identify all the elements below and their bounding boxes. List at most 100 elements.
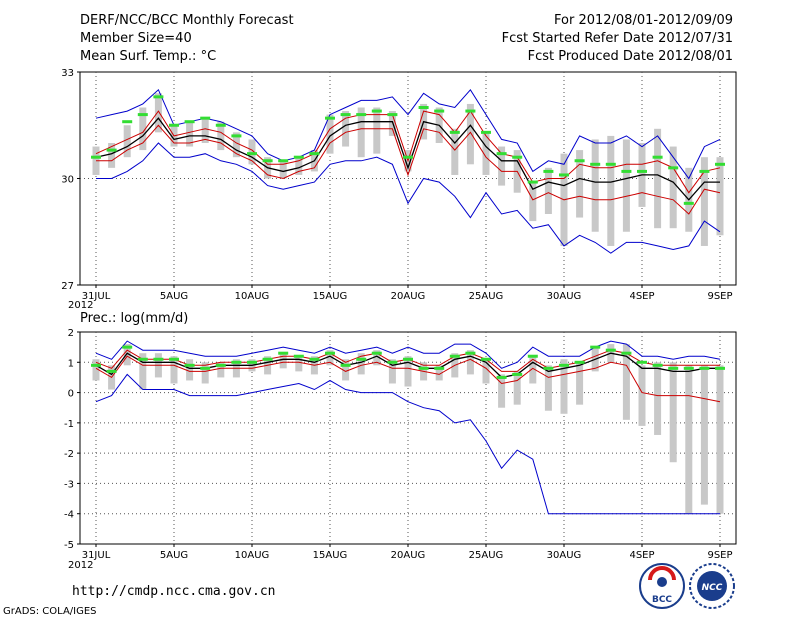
- grads-credit: GrADS: COLA/IGES: [3, 606, 97, 617]
- median-mark-day-7: [200, 116, 211, 120]
- spread-box-day-36: [654, 128, 662, 229]
- median-mark-day-23: [449, 354, 460, 358]
- median-mark-day-20: [403, 357, 413, 361]
- median-mark-day-25: [481, 357, 491, 361]
- spread-box-day-8: [217, 121, 225, 151]
- precipitation-year-label: 2012: [68, 560, 93, 571]
- median-mark-day-36: [652, 363, 663, 367]
- spread-box-day-6: [186, 121, 194, 147]
- median-mark-day-21: [418, 106, 429, 109]
- median-mark-day-30: [559, 173, 569, 177]
- header-left: DERF/NCC/BCC Monthly Forecast Member Siz…: [80, 13, 294, 64]
- y-tick-label-27: 27: [61, 281, 74, 292]
- median-mark-day-27: [512, 155, 523, 159]
- precipitation-y-ticks: -5 -4 -3 -2 -1 0 1 2: [64, 328, 80, 551]
- median-mark-day-1: [106, 148, 117, 152]
- median-mark-day-18: [371, 109, 382, 113]
- spread-box-day-39: [700, 365, 708, 505]
- y-tick-label--1: -1: [64, 419, 74, 430]
- x-tick-label-30AUG: 30AUG: [547, 550, 582, 561]
- median-mark-day-36: [652, 155, 663, 159]
- median-mark-day-8: [215, 363, 226, 367]
- median-mark-day-25: [481, 130, 491, 134]
- median-mark-day-9: [231, 134, 242, 138]
- median-mark-day-10: [247, 360, 257, 364]
- median-mark-day-13: [293, 354, 304, 358]
- spread-box-day-31: [576, 362, 584, 405]
- spread-box-day-36: [654, 362, 662, 435]
- median-mark-day-4: [153, 95, 164, 99]
- y-tick-label-30: 30: [61, 175, 74, 186]
- y-tick-label--4: -4: [64, 510, 74, 521]
- series-line-spread_upper: [95, 110, 721, 194]
- spread-box-day-9: [232, 132, 240, 158]
- forecast-period: For 2012/08/01-2012/09/09: [554, 13, 733, 28]
- spread-box-day-1: [108, 143, 116, 168]
- bcc-logo: BCC: [639, 563, 685, 609]
- spread-box-day-10: [248, 139, 256, 165]
- series-line-min: [95, 373, 720, 515]
- median-mark-day-32: [590, 162, 601, 166]
- spread-box-day-30: [560, 359, 568, 414]
- spread-box-day-17: [357, 353, 365, 375]
- median-mark-day-18: [371, 351, 382, 355]
- median-mark-day-35: [637, 360, 647, 364]
- spread-box-day-18: [373, 350, 381, 366]
- spread-box-day-22: [435, 365, 443, 381]
- median-mark-day-31: [574, 360, 585, 364]
- precipitation-panel: -5 -4 -3 -2 -1 0 1 2 31JUL 5AUG 10AUG 15AUG 20AUG 25…: [64, 328, 737, 571]
- median-mark-day-38: [683, 366, 694, 370]
- x-tick-label-31JUL: 31JUL: [82, 291, 111, 302]
- spread-box-day-28: [529, 182, 537, 222]
- median-mark-day-30: [559, 363, 569, 367]
- spread-box-day-29: [544, 167, 552, 214]
- median-mark-day-37: [668, 166, 679, 170]
- x-tick-label-30AUG: 30AUG: [547, 291, 582, 302]
- median-mark-day-40: [715, 366, 725, 370]
- median-mark-day-0: [91, 155, 101, 159]
- spread-box-day-29: [544, 365, 552, 411]
- median-mark-day-14: [309, 357, 320, 361]
- x-tick-label-31JUL: 31JUL: [82, 550, 111, 561]
- temperature-median-marks: [91, 95, 725, 205]
- median-mark-day-5: [169, 357, 179, 361]
- median-mark-day-19: [387, 360, 398, 364]
- spread-box-day-2: [123, 125, 131, 158]
- spread-box-day-19: [388, 359, 396, 384]
- spread-box-day-28: [529, 356, 537, 384]
- precipitation-title: Prec.: log(mm/d): [80, 311, 188, 326]
- precipitation-x-ticks: 31JUL 5AUG 10AUG 15AUG 20AUG 25AUG 30AUG 4SEP 9S…: [82, 544, 733, 561]
- spread-box-day-18: [373, 107, 381, 154]
- header-right: For 2012/08/01-2012/09/09 Fcst Started R…: [502, 13, 733, 64]
- median-mark-day-12: [278, 351, 289, 355]
- median-mark-day-16: [340, 113, 351, 117]
- median-mark-day-23: [449, 130, 460, 134]
- spread-box-day-13: [295, 157, 303, 175]
- median-mark-day-34: [621, 351, 632, 355]
- spread-box-day-32: [591, 139, 599, 232]
- spread-box-day-33: [607, 135, 615, 246]
- x-tick-label-10AUG: 10AUG: [235, 550, 270, 561]
- median-mark-day-17: [356, 357, 367, 361]
- median-mark-day-39: [699, 366, 710, 370]
- median-mark-day-37: [668, 366, 679, 370]
- spread-box-day-40: [716, 365, 724, 514]
- spread-box-day-26: [498, 374, 506, 408]
- spread-box-day-13: [295, 356, 303, 372]
- spread-box-day-17: [357, 107, 365, 158]
- median-mark-day-38: [683, 201, 694, 205]
- spread-box-day-34: [622, 139, 630, 232]
- spread-box-day-26: [498, 146, 506, 186]
- spread-box-day-2: [123, 344, 131, 366]
- spread-box-day-23: [451, 128, 459, 175]
- median-mark-day-26: [496, 152, 507, 156]
- x-tick-label-4SEP: 4SEP: [629, 550, 654, 561]
- median-mark-day-17: [356, 113, 367, 117]
- ncc-logo-disc: [697, 571, 727, 601]
- x-tick-label-15AUG: 15AUG: [313, 291, 348, 302]
- median-mark-day-15: [325, 116, 335, 120]
- x-tick-label-10AUG: 10AUG: [235, 291, 270, 302]
- y-tick-label-2: 2: [68, 328, 74, 339]
- bcc-logo-text: BCC: [652, 595, 672, 605]
- spread-box-day-16: [342, 359, 350, 381]
